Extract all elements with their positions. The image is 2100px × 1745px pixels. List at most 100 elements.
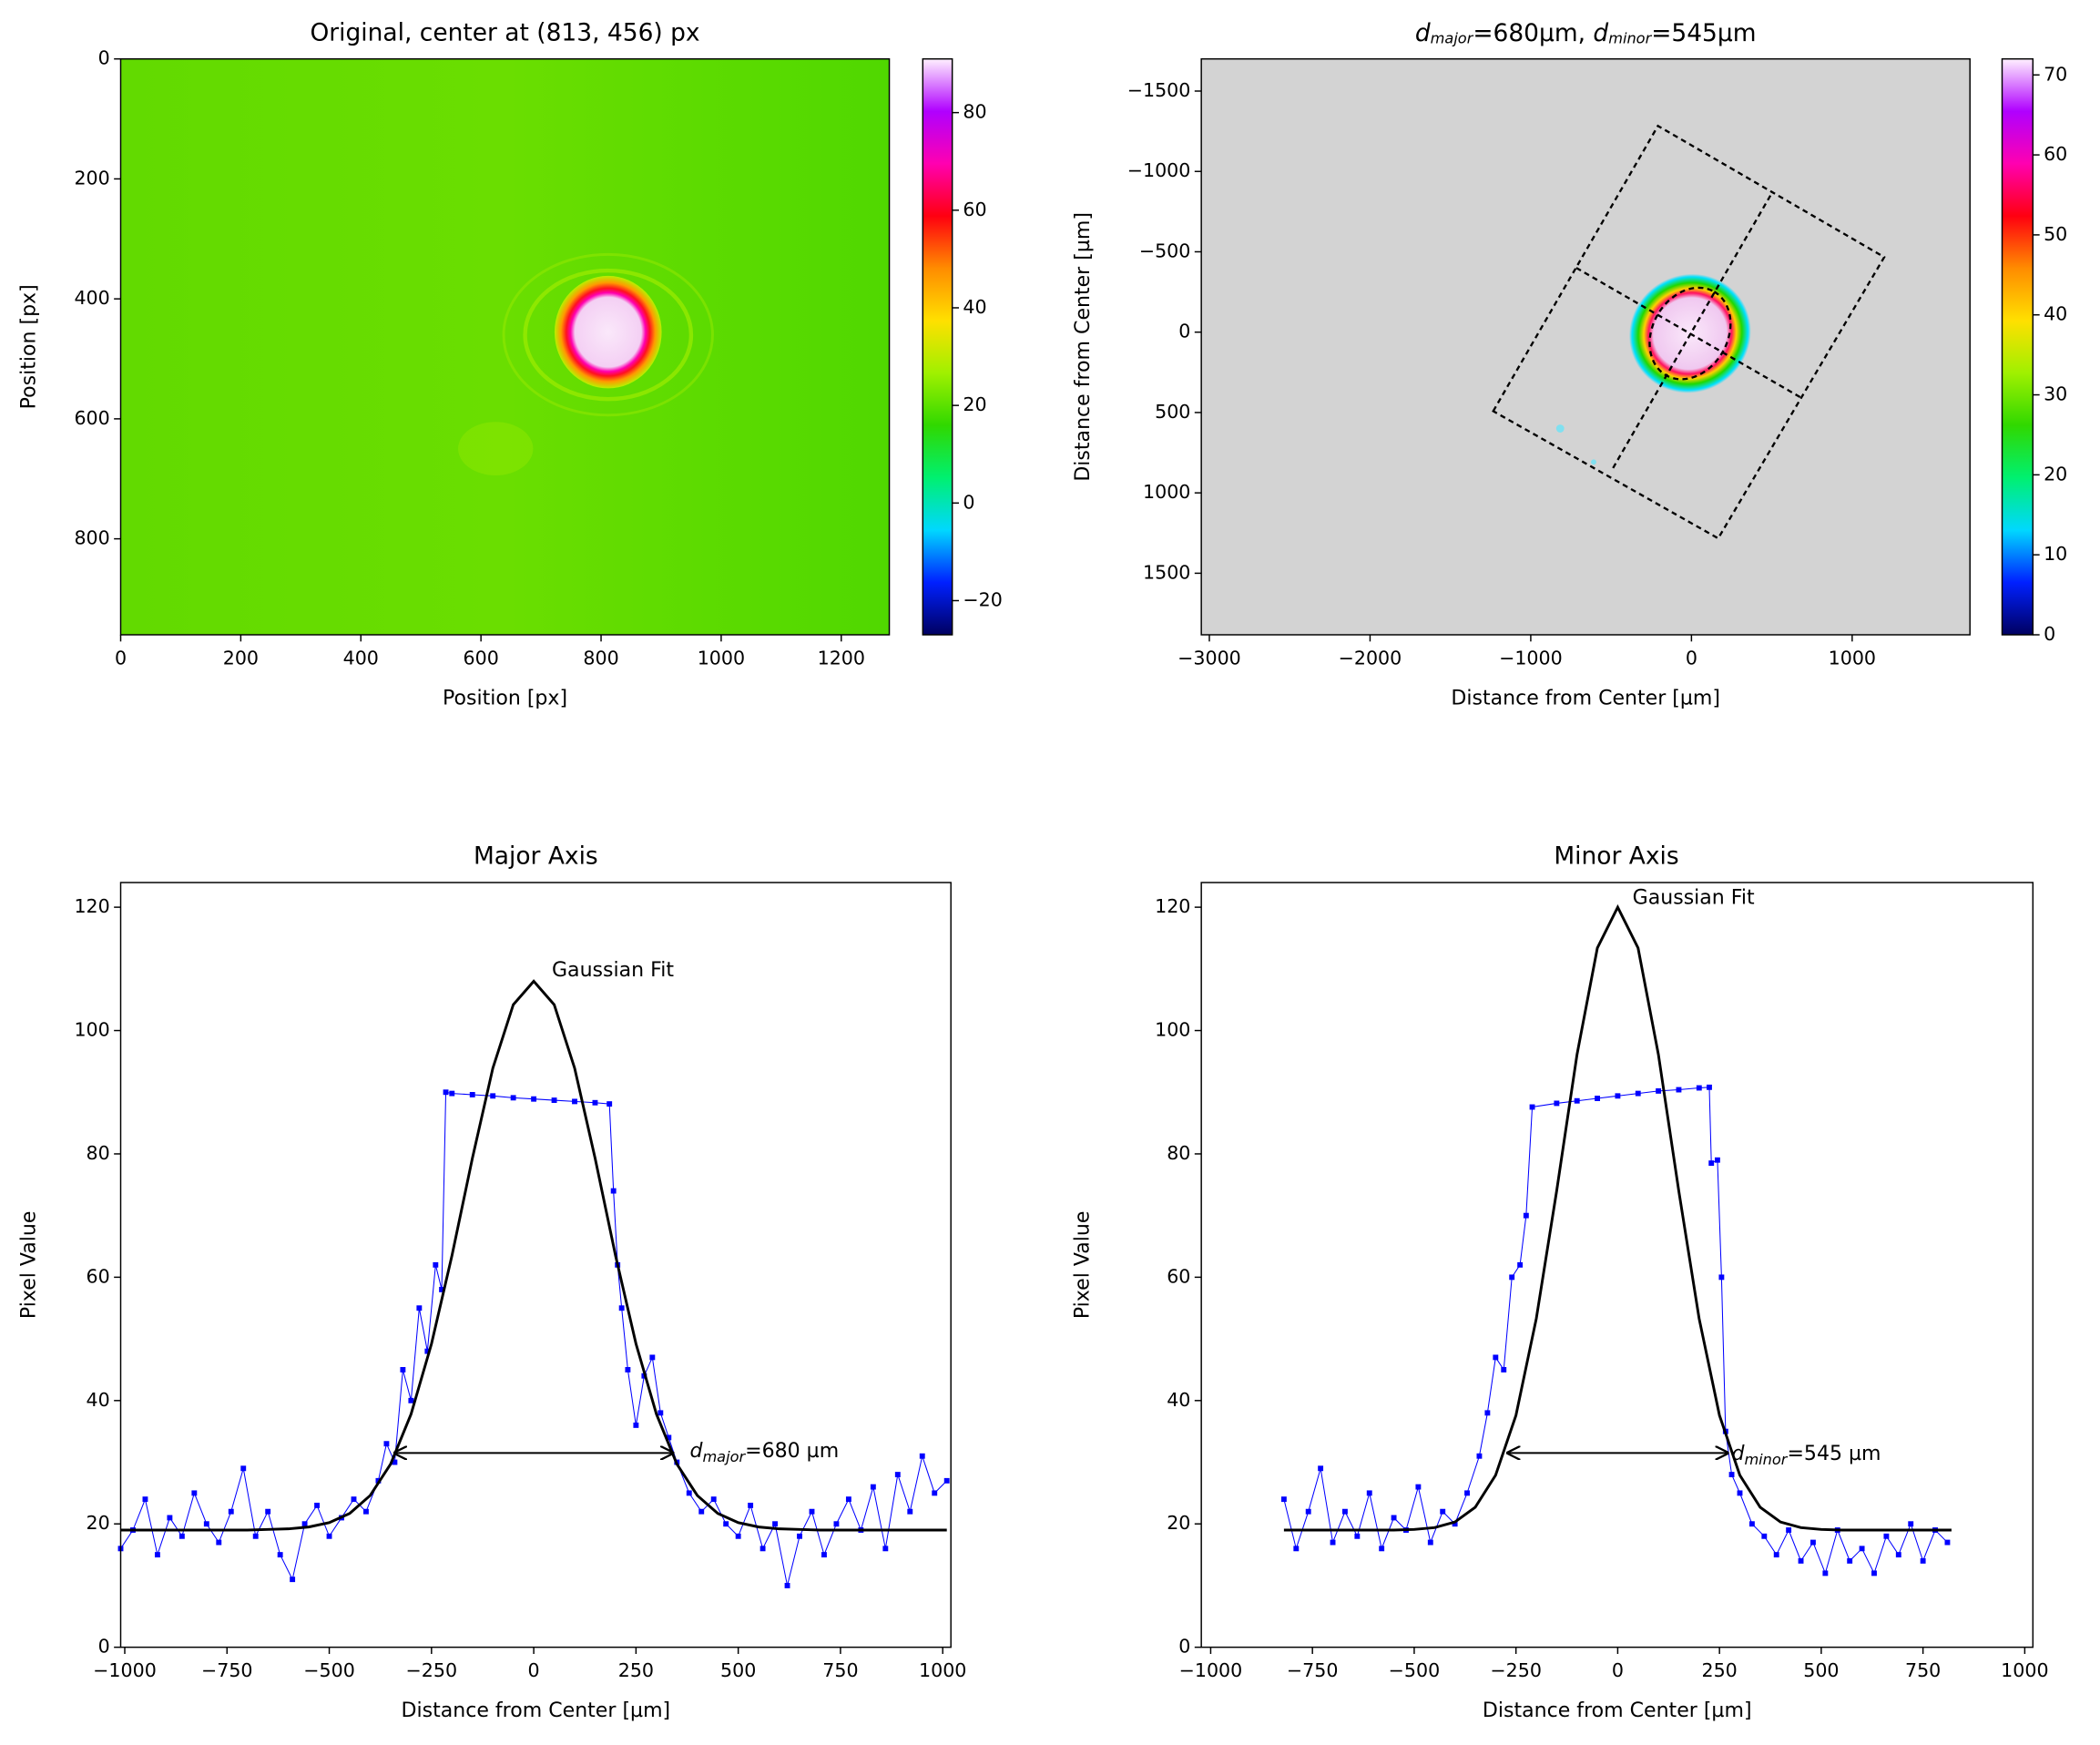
x-tick-label: 0 — [1612, 1659, 1624, 1681]
data-point — [1786, 1527, 1792, 1533]
x-tick-label: −3000 — [1177, 647, 1241, 668]
data-point — [1748, 1521, 1755, 1527]
x-tick-label: 250 — [618, 1659, 654, 1681]
y-tick-label: 100 — [74, 1019, 109, 1041]
y-tick-label: 120 — [74, 895, 109, 917]
title-part: =545µm — [1651, 18, 1756, 46]
chart-title: Original, center at (813, 456) px — [310, 18, 699, 46]
data-point — [1523, 1212, 1529, 1219]
y-tick-label: 20 — [1167, 1512, 1190, 1534]
data-point — [510, 1095, 516, 1101]
data-point — [1318, 1465, 1324, 1472]
data-point — [633, 1422, 639, 1428]
data-point — [216, 1539, 222, 1546]
data-point — [1718, 1274, 1725, 1281]
data-point — [203, 1521, 209, 1527]
x-axis-label: Position [px] — [443, 688, 567, 710]
data-point — [1847, 1557, 1853, 1564]
data-point — [1379, 1546, 1385, 1552]
y-tick-label: 20 — [87, 1512, 110, 1534]
data-point — [1574, 1097, 1580, 1104]
x-tick-label: −250 — [406, 1659, 458, 1681]
data-point — [1859, 1546, 1865, 1552]
y-tick-label: 80 — [1167, 1142, 1190, 1164]
data-point — [326, 1533, 332, 1539]
data-point — [797, 1533, 802, 1539]
colorbar-tick-label: 0 — [2044, 623, 2055, 645]
chart-title: Minor Axis — [1554, 842, 1678, 871]
data-point — [894, 1472, 901, 1478]
x-tick-label: −1000 — [1499, 647, 1563, 668]
x-axis-label: Distance from Center [µm] — [1451, 688, 1720, 710]
data-point — [658, 1410, 664, 1416]
data-point — [314, 1502, 321, 1508]
x-tick-label: 1200 — [818, 647, 865, 668]
annotation: dmajor=680 µm — [689, 1440, 839, 1464]
data-point — [1595, 1096, 1600, 1101]
colorbar-tick-label: 30 — [2044, 383, 2067, 405]
x-tick-label: −1000 — [93, 1659, 157, 1681]
data-point — [1280, 1496, 1287, 1503]
data-point — [1341, 1508, 1348, 1515]
x-tick-label: 750 — [1905, 1659, 1941, 1681]
data-point — [277, 1552, 283, 1558]
y-tick-label: 40 — [1167, 1389, 1190, 1411]
data-point — [625, 1367, 631, 1373]
colorbar-tick-label: 70 — [2044, 63, 2067, 85]
data-point — [449, 1090, 455, 1097]
colorbar-tick-label: 0 — [963, 491, 974, 513]
annotation-part: =680 µm — [745, 1440, 839, 1463]
x-axis-label: Distance from Center [µm] — [1483, 1699, 1752, 1722]
data-point — [1366, 1490, 1372, 1496]
data-point — [1656, 1087, 1662, 1094]
annotation: dminor=545 µm — [1731, 1443, 1881, 1467]
y-tick-label: 0 — [1178, 1636, 1190, 1658]
x-tick-label: 750 — [822, 1659, 858, 1681]
data-point — [1330, 1539, 1336, 1546]
annotation-part: d — [689, 1440, 703, 1463]
data-point — [240, 1465, 247, 1472]
annotation-part: =545 µm — [1787, 1443, 1881, 1465]
x-tick-label: 500 — [1803, 1659, 1839, 1681]
data-point — [1761, 1533, 1768, 1539]
data-point — [383, 1441, 390, 1447]
colorbar-tick-label: 50 — [2044, 223, 2067, 245]
axes-frame — [1200, 57, 1971, 636]
data-point — [1517, 1261, 1524, 1268]
data-point — [1810, 1539, 1816, 1546]
y-tick-label: 600 — [74, 407, 109, 429]
data-point — [392, 1459, 398, 1465]
data-point — [424, 1348, 431, 1354]
data-point — [666, 1434, 672, 1441]
data-point — [1452, 1521, 1458, 1527]
x-axis-label: Distance from Center [µm] — [402, 1699, 671, 1722]
data-point — [1920, 1557, 1926, 1564]
data-point — [1440, 1508, 1446, 1515]
y-tick-label: 0 — [98, 1636, 110, 1658]
y-tick-label: 1000 — [1143, 481, 1190, 503]
fit-line — [120, 979, 947, 1532]
data-point — [572, 1098, 577, 1105]
fit-line — [1283, 903, 1952, 1532]
x-tick-label: 600 — [464, 647, 499, 668]
data-point — [1728, 1472, 1735, 1478]
data-line — [1283, 1087, 1948, 1576]
data-point — [1944, 1539, 1951, 1546]
data-point — [710, 1496, 717, 1503]
data-point — [932, 1490, 938, 1496]
data-point — [607, 1101, 613, 1107]
annotation-subscript: minor — [1744, 1450, 1788, 1467]
data-point — [1871, 1570, 1877, 1577]
x-tick-label: −500 — [1389, 1659, 1441, 1681]
y-tick-label: 800 — [74, 527, 109, 549]
data-point — [784, 1583, 790, 1588]
title-subscript: major — [1431, 29, 1474, 46]
data-point — [845, 1496, 851, 1503]
data-point — [1415, 1484, 1422, 1490]
data-point — [1293, 1546, 1300, 1552]
x-tick-label: −250 — [1490, 1659, 1542, 1681]
data-point — [443, 1089, 449, 1096]
data-point — [1737, 1490, 1743, 1496]
data-point — [301, 1521, 308, 1527]
